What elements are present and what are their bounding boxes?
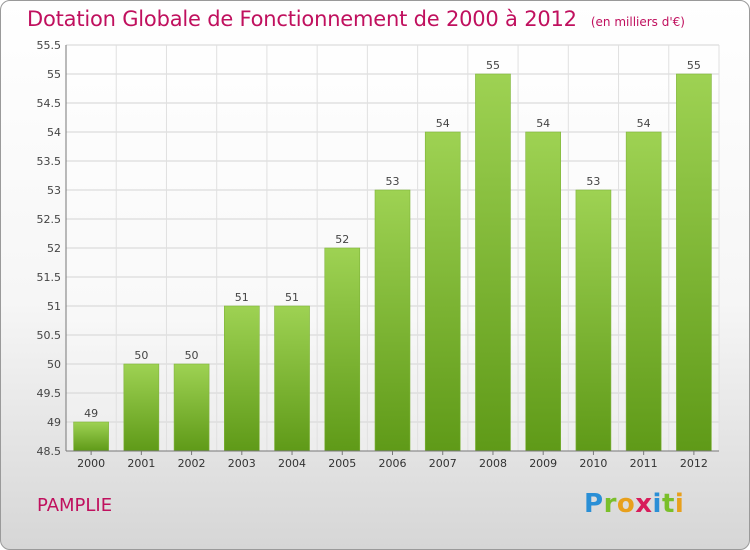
y-tick-label: 55 — [47, 68, 61, 81]
y-tick-label: 52.5 — [37, 213, 62, 226]
x-tick-label: 2010 — [579, 457, 607, 470]
logo-letter: P — [584, 489, 604, 519]
x-tick-label: 2003 — [228, 457, 256, 470]
logo-letter: i — [674, 489, 685, 519]
commune-name: PAMPLIE — [37, 495, 113, 516]
y-tick-label: 51 — [47, 300, 61, 313]
x-tick-label: 2000 — [77, 457, 105, 470]
y-tick-label: 55.5 — [37, 39, 62, 52]
logo-letter: i — [652, 489, 662, 519]
bar-value-label: 51 — [285, 291, 299, 304]
x-tick-label: 2006 — [379, 457, 407, 470]
bar — [525, 131, 561, 452]
bar — [374, 189, 411, 452]
bar — [123, 363, 160, 452]
bar — [324, 247, 361, 452]
bar — [575, 189, 612, 452]
bar-value-label: 51 — [235, 291, 249, 304]
x-tick-label: 2009 — [529, 457, 557, 470]
bar — [475, 73, 511, 452]
y-tick-label: 50.5 — [37, 329, 62, 342]
bar — [676, 73, 712, 452]
bar-value-label: 52 — [335, 233, 349, 246]
y-tick-label: 49 — [47, 416, 61, 429]
chart-unit: (en milliers d'€) — [590, 15, 685, 29]
chart-title-block: Dotation Globale de Fonctionnement de 20… — [27, 7, 685, 31]
bar — [73, 421, 109, 452]
bar-value-label: 53 — [586, 175, 600, 188]
y-tick-label: 54.5 — [37, 97, 62, 110]
y-tick-label: 53 — [47, 184, 61, 197]
bars — [73, 73, 712, 452]
y-tick-label: 48.5 — [37, 445, 62, 458]
bar-value-label: 55 — [687, 59, 701, 72]
logo-letter: r — [603, 489, 617, 519]
y-tick-label: 54 — [47, 126, 61, 139]
x-tick-label: 2008 — [479, 457, 507, 470]
bar — [173, 363, 210, 452]
bar-value-label: 50 — [185, 349, 199, 362]
logo-letter: x — [635, 489, 653, 519]
bar-value-label: 53 — [386, 175, 400, 188]
proxiti-logo: Proxiti — [584, 489, 684, 519]
labels: 48.5 49 49.5 50 50.5 51 51.5 52 52.5 53 53.5 54 54.5… — [37, 39, 708, 470]
x-tick-label: 2001 — [127, 457, 155, 470]
x-tick-label: 2005 — [328, 457, 356, 470]
x-tick-label: 2002 — [178, 457, 206, 470]
bar — [424, 131, 461, 452]
bar — [625, 131, 662, 452]
bar-value-label: 55 — [486, 59, 500, 72]
y-tick-label: 53.5 — [37, 155, 62, 168]
x-tick-label: 2012 — [680, 457, 708, 470]
bar-value-label: 49 — [84, 407, 98, 420]
x-tick-label: 2007 — [429, 457, 457, 470]
chart-title: Dotation Globale de Fonctionnement de 20… — [27, 7, 577, 31]
bar — [274, 305, 310, 452]
axes — [65, 45, 719, 455]
bar-value-label: 54 — [436, 117, 450, 130]
x-tick-label: 2011 — [630, 457, 658, 470]
logo-letter: o — [616, 489, 636, 519]
y-tick-label: 50 — [47, 358, 61, 371]
y-tick-label: 52 — [47, 242, 61, 255]
x-tick-label: 2004 — [278, 457, 306, 470]
bar-value-label: 54 — [536, 117, 550, 130]
y-tick-label: 49.5 — [37, 387, 62, 400]
bar — [224, 305, 260, 452]
y-tick-label: 51.5 — [37, 271, 62, 284]
bar-value-label: 50 — [134, 349, 148, 362]
logo-letter: t — [661, 489, 675, 519]
bar-value-label: 54 — [637, 117, 651, 130]
